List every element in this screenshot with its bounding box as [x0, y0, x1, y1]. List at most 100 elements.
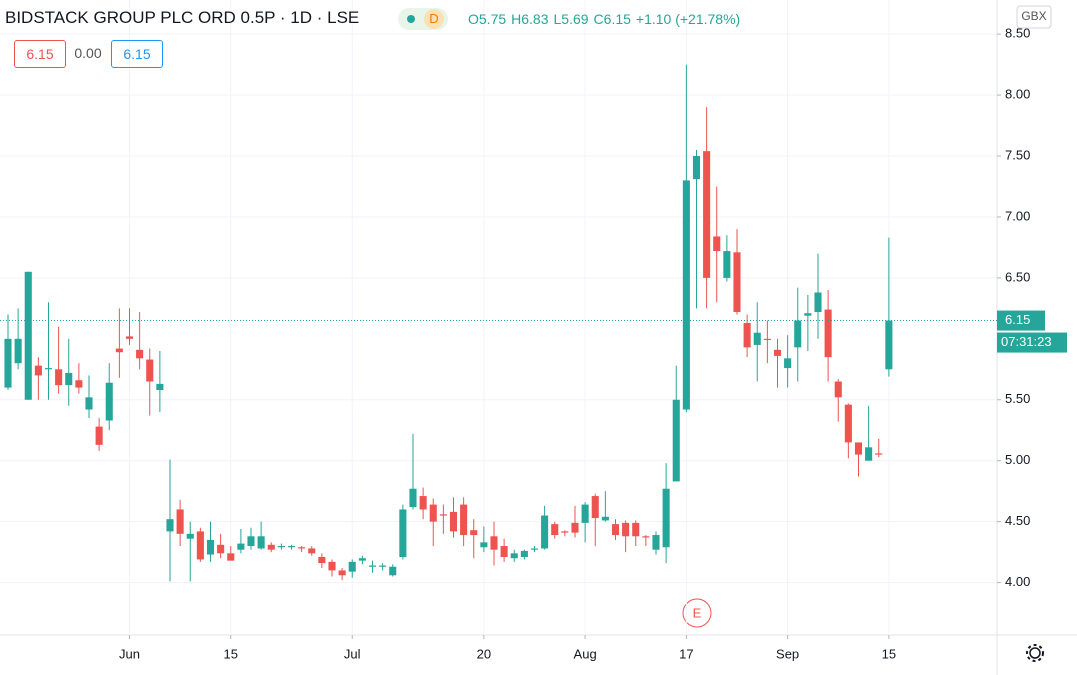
- candle-body: [844, 404, 852, 443]
- candle-body: [854, 442, 863, 455]
- candle-body: [520, 550, 528, 557]
- candle-body: [338, 570, 346, 576]
- candle-body: [419, 496, 427, 510]
- candle-body: [196, 531, 204, 560]
- candle-body: [176, 509, 184, 534]
- ohlc-legend: O5.75 H6.83 L5.69 C6.15 +1.10 (+21.78%): [468, 11, 745, 27]
- candle-body: [298, 547, 306, 549]
- last-price-tag: [997, 310, 1045, 331]
- candle-body: [753, 332, 761, 345]
- candle-body: [611, 524, 620, 536]
- x-tick-label: 20: [477, 646, 491, 661]
- candle-body: [75, 380, 83, 388]
- candle-body: [743, 322, 751, 348]
- candle-body: [713, 236, 721, 252]
- candle-body: [581, 504, 589, 523]
- candle-body: [358, 558, 366, 561]
- candle-body: [460, 504, 468, 536]
- candle-body: [55, 369, 63, 386]
- candle-body: [105, 382, 113, 421]
- candle-body: [227, 553, 235, 561]
- candle-body: [733, 252, 741, 313]
- candle-body: [267, 544, 275, 550]
- y-tick-label: 4.50: [1005, 513, 1030, 528]
- candle-body: [490, 536, 498, 550]
- candle-body: [4, 338, 12, 388]
- x-tick-label: 15: [224, 646, 238, 661]
- status-badge[interactable]: D: [398, 8, 448, 30]
- event-marker[interactable]: [682, 598, 712, 628]
- ohlc-item: L5.69: [553, 11, 589, 27]
- candle-body: [206, 539, 215, 555]
- currency-label: GBX: [1021, 9, 1046, 23]
- candle-body: [237, 543, 245, 550]
- candle-body: [95, 426, 103, 445]
- candle-body: [348, 561, 356, 572]
- candle-body: [470, 530, 478, 536]
- candle-body: [703, 151, 711, 278]
- y-tick-label: 4.00: [1005, 574, 1030, 589]
- candle-body: [530, 548, 539, 550]
- grid: [0, 0, 997, 635]
- y-tick-label: 8.50: [1005, 26, 1030, 41]
- candle-body: [318, 556, 326, 564]
- candle-body: [34, 365, 42, 376]
- candle-body: [429, 504, 437, 522]
- price-box: 0.00: [74, 45, 102, 61]
- candle-body: [591, 496, 599, 518]
- candle-body: [652, 535, 660, 550]
- candle-body: [247, 536, 255, 547]
- candle-body: [642, 536, 650, 538]
- candle-body: [885, 320, 893, 370]
- candle-body: [763, 338, 771, 341]
- candle-body: [551, 524, 559, 536]
- candle-body: [682, 180, 690, 410]
- candle-body: [65, 372, 73, 386]
- candle-body: [672, 399, 680, 482]
- candle-body: [622, 522, 630, 537]
- candle-body: [389, 566, 397, 576]
- countdown-tag: [997, 332, 1067, 353]
- candle-body: [328, 561, 336, 571]
- price-box[interactable]: 6.15: [14, 40, 66, 68]
- candle-body: [136, 349, 144, 359]
- price-box[interactable]: 6.15: [111, 40, 163, 68]
- ohlc-item: H6.83: [511, 11, 549, 27]
- y-tick-label: 6.50: [1005, 269, 1030, 284]
- y-tick-label: 7.00: [1005, 208, 1030, 223]
- candle-body: [439, 514, 447, 516]
- candle-body: [156, 383, 164, 391]
- candle-body: [368, 565, 377, 567]
- status-dot: [407, 15, 415, 23]
- currency-box[interactable]: [1016, 5, 1052, 29]
- candle-body: [784, 358, 792, 369]
- candle-body: [632, 522, 640, 537]
- settings-icon[interactable]: [1026, 644, 1044, 662]
- candle-body: [146, 359, 154, 382]
- y-tick-label: 8.00: [1005, 87, 1030, 102]
- settings-icon-teeth: [1026, 644, 1044, 662]
- candle-body: [804, 313, 812, 316]
- candle-body: [217, 544, 225, 554]
- last-price-label: 6.15: [1005, 312, 1030, 327]
- candle-body: [115, 348, 123, 353]
- candle-body: [794, 320, 802, 348]
- candle-body: [399, 509, 407, 557]
- candle-body: [24, 271, 32, 400]
- x-tick-label: Jun: [119, 646, 140, 661]
- ohlc-item: +1.10 (+21.78%): [635, 11, 741, 27]
- candle-body: [85, 397, 93, 410]
- y-tick-label: 7.50: [1005, 147, 1030, 162]
- candle-body: [14, 338, 22, 364]
- candle-body: [409, 488, 417, 508]
- candle-body: [692, 156, 701, 180]
- ohlc-item: O5.75: [468, 11, 507, 27]
- candle-body: [601, 516, 609, 521]
- x-tick-label: 17: [679, 646, 693, 661]
- candle-body: [814, 292, 822, 313]
- candle-body: [723, 251, 731, 278]
- candle-body: [571, 522, 579, 533]
- countdown-label: 07:31:23: [1001, 334, 1052, 349]
- candle-body: [834, 381, 842, 398]
